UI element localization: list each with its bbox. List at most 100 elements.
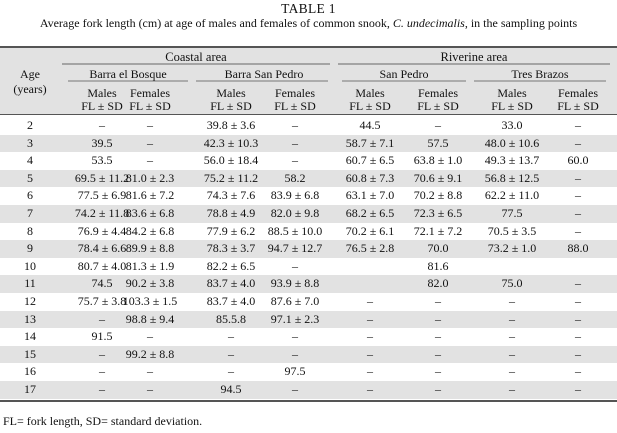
table-cell: – — [575, 206, 581, 220]
row-band — [0, 205, 617, 223]
table-cell: – — [147, 382, 153, 396]
table-caption: Average fork length (cm) at age of males… — [0, 16, 617, 31]
header-rule — [0, 114, 617, 115]
table-cell: 77.9 ± 6.2 — [206, 223, 256, 238]
sex-header-0: Males — [87, 86, 117, 100]
table-cell: 42.3 ± 10.3 — [203, 135, 259, 150]
table-cell: 83.9 ± 6.8 — [270, 188, 320, 203]
table-cell: 63.1 ± 7.0 — [345, 188, 395, 203]
table-cell: – — [575, 311, 581, 326]
measure-header-0: FL ± SD — [81, 99, 123, 113]
table-cell: 70.2 ± 8.8 — [413, 188, 463, 203]
sex-header-4: Males — [355, 86, 385, 100]
age-cell: 13 — [24, 311, 36, 326]
table-cell: 70.5 ± 3.5 — [487, 223, 537, 238]
table-cell: – — [147, 135, 153, 150]
table-cell: – — [575, 276, 581, 291]
sex-header-7: Females — [558, 86, 598, 100]
table-cell: – — [147, 364, 153, 379]
table-cell: 70.2 ± 6.1 — [345, 223, 395, 238]
age-header-line1: Age — [20, 67, 40, 81]
table-cell: – — [435, 382, 441, 396]
table-cell: 89.9 ± 8.8 — [125, 241, 175, 256]
age-cell: 16 — [24, 364, 36, 379]
bottom-rule — [0, 400, 617, 402]
table-cell: – — [147, 329, 153, 344]
table-cell: 72.3 ± 6.5 — [413, 206, 463, 220]
header-band — [0, 46, 617, 114]
sex-header-3: Females — [275, 86, 315, 100]
table-cell: – — [575, 382, 581, 396]
age-cell: 2 — [27, 118, 33, 132]
table-cell: 74.5 — [91, 276, 113, 291]
table-cell: 97.1 ± 2.3 — [270, 311, 320, 326]
table-cell: 70.0 — [427, 241, 449, 256]
table-cell: 58.2 — [284, 170, 306, 185]
table-cell: 80.7 ± 4.0 — [77, 258, 127, 273]
table-cell: – — [575, 135, 581, 150]
table-cell: 81.6 ± 7.2 — [125, 188, 175, 203]
table-cell: 90.2 ± 3.8 — [125, 276, 175, 291]
table-cell: 83.6 ± 6.8 — [125, 206, 175, 220]
table-cell: 91.5 — [91, 329, 113, 344]
age-cell: 5 — [27, 170, 33, 185]
age-cell: 4 — [27, 153, 33, 168]
age-cell: 8 — [27, 223, 33, 238]
table-cell: 72.1 ± 7.2 — [413, 223, 463, 238]
row-band — [0, 240, 617, 258]
age-cell: 3 — [27, 135, 33, 150]
table-cell: – — [292, 346, 298, 361]
table-cell: 77.5 ± 6.9 — [77, 188, 127, 203]
table-cell: 81.0 ± 2.3 — [125, 170, 175, 185]
table-cell: – — [435, 311, 441, 326]
table-cell: – — [367, 346, 373, 361]
site-barra-san-pedro: Barra San Pedro — [224, 67, 304, 81]
measure-header-6: FL ± SD — [491, 99, 533, 113]
table-cell: – — [509, 364, 515, 379]
table-cell: – — [99, 346, 105, 361]
age-cell: 12 — [24, 294, 36, 308]
table-cell: – — [367, 329, 373, 344]
table-cell: – — [575, 188, 581, 203]
table-cell: 39.5 — [91, 135, 113, 150]
row-band — [0, 310, 617, 329]
table-cell: 49.3 ± 13.7 — [484, 153, 540, 168]
table-cell: 83.7 ± 4.0 — [206, 294, 256, 308]
age-cell: 15 — [24, 346, 36, 361]
table-cell: 99.2 ± 8.8 — [125, 346, 175, 361]
table-cell: – — [509, 346, 515, 361]
measure-header-5: FL ± SD — [417, 99, 459, 113]
table-cell: – — [509, 382, 515, 396]
table-footnote: FL= fork length, SD= standard deviation. — [3, 414, 203, 428]
row-band — [0, 169, 617, 188]
age-cell: 11 — [24, 276, 36, 291]
table-cell: – — [99, 382, 105, 396]
table-cell: – — [228, 364, 234, 379]
table-cell: – — [292, 118, 298, 132]
table-cell: – — [367, 311, 373, 326]
table-cell: – — [435, 118, 441, 132]
table-cell: – — [509, 329, 515, 344]
table-cell: 75.7 ± 3.8 — [77, 294, 127, 308]
table-cell: – — [147, 153, 153, 168]
measure-header-4: FL ± SD — [349, 99, 391, 113]
table-cell: 103.3 ± 1.5 — [122, 294, 178, 308]
row-band — [0, 275, 617, 293]
table-cell: 78.4 ± 6.6 — [77, 241, 127, 256]
row-band — [0, 345, 617, 364]
table-cell: 94.5 — [220, 382, 242, 396]
sex-header-2: Males — [216, 86, 246, 100]
table-cell: 44.5 — [359, 118, 381, 132]
table-cell: – — [99, 364, 105, 379]
table-cell: – — [228, 329, 234, 344]
table-cell: – — [435, 364, 441, 379]
caption-suffix: , in the sampling points — [464, 16, 578, 30]
table-title: TABLE 1 — [281, 1, 336, 16]
table-cell: 48.0 ± 10.6 — [484, 135, 540, 150]
caption-species: C. undecimalis — [392, 16, 465, 30]
table-cell: – — [575, 223, 581, 238]
age-cell: 9 — [27, 241, 33, 256]
sex-header-1: Females — [130, 86, 170, 100]
table-cell: – — [367, 294, 373, 308]
